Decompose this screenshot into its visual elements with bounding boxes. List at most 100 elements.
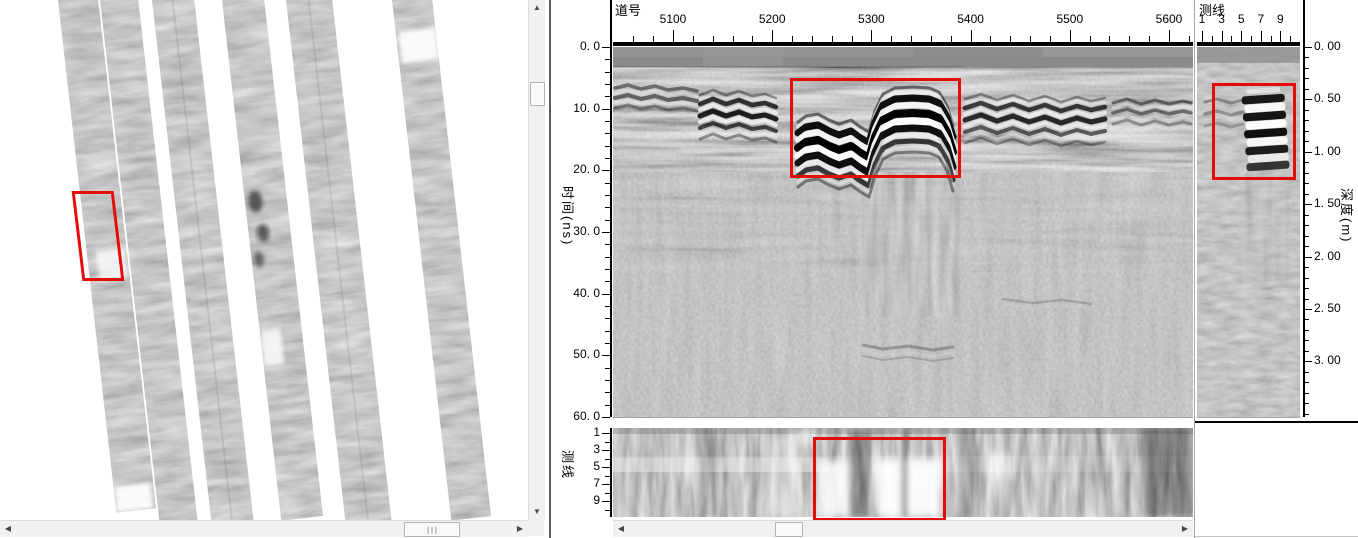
- depth-axis-tick-label: 1. 00: [1314, 143, 1341, 158]
- depth-axis-minor-tick: [1305, 67, 1309, 69]
- scroll-right-button[interactable]: ▶: [512, 521, 528, 537]
- depth-axis-minor-tick: [1305, 350, 1309, 352]
- map-hscroll-thumb[interactable]: [404, 522, 460, 537]
- depth-axis-bracket: [1303, 0, 1305, 417]
- depth-axis-minor-tick: [1305, 277, 1309, 279]
- line-axis-major-tick: [1221, 31, 1223, 42]
- depth-axis-minor-tick: [1305, 288, 1309, 290]
- map-vscroll-thumb[interactable]: [530, 82, 545, 106]
- plan-line-axis-major-tick: [602, 450, 610, 452]
- crossline-canvas[interactable]: [1197, 47, 1300, 417]
- trace-axis-tick-label: 5100: [659, 12, 687, 26]
- time-axis-tick-label: 0. 0: [579, 39, 600, 53]
- plan-scroll-right-button[interactable]: ▶: [1177, 521, 1193, 537]
- trace-axis-major-tick: [1169, 30, 1170, 42]
- trace-axis-major-tick: [673, 30, 674, 42]
- map-horizontal-scrollbar[interactable]: ◀ ▶: [0, 520, 528, 537]
- scroll-up-button[interactable]: ▲: [529, 0, 545, 16]
- time-axis-major-tick: [602, 417, 610, 418]
- scroll-right-icon: ▶: [516, 524, 524, 533]
- depth-axis-major-tick: [1305, 151, 1312, 153]
- plan-slice-anomaly-highlight-box: [813, 437, 946, 521]
- time-axis-major-tick: [602, 170, 610, 172]
- depth-axis-minor-tick: [1305, 57, 1309, 59]
- plan-hscroll-thumb[interactable]: [775, 522, 803, 537]
- line-axis-tick-label: 5: [1237, 12, 1245, 26]
- plan-line-axis-major-tick: [602, 484, 610, 486]
- depth-axis-minor-tick: [1305, 214, 1309, 216]
- depth-axis-minor-tick: [1305, 162, 1309, 164]
- depth-axis-minor-tick: [1305, 413, 1309, 415]
- map-swaths-image: [56, 0, 492, 520]
- depth-axis-minor-tick: [1305, 172, 1309, 174]
- line-axis-major-tick: [1280, 31, 1282, 42]
- trace-axis-major-tick: [1069, 30, 1071, 42]
- depth-axis-minor-tick: [1305, 340, 1309, 342]
- time-axis-tick-label: 10. 0: [573, 100, 600, 115]
- plan-line-axis-bracket: [610, 428, 612, 517]
- map-vertical-scrollbar[interactable]: ▲ ▼: [528, 0, 545, 520]
- plan-slice-scrollbar[interactable]: ◀ ▶: [613, 520, 1193, 537]
- line-axis-tick-label: 7: [1257, 12, 1265, 26]
- radargram-anomaly-highlight-box: [790, 78, 961, 178]
- trace-axis-tick-label: 5400: [957, 12, 984, 26]
- trace-axis-tick-label: 5500: [1056, 12, 1084, 26]
- plan-line-axis-major-tick: [602, 433, 610, 434]
- time-axis-major-tick: [602, 293, 610, 295]
- time-axis-title: 时间(ns): [560, 186, 575, 247]
- depth-axis-title: 深度(m): [1339, 188, 1354, 244]
- trace-axis-baseline: [613, 42, 1193, 46]
- crossline-image: [1197, 47, 1300, 417]
- right-bottom-line: [1195, 536, 1358, 537]
- plan-scroll-left-icon: ◀: [617, 524, 625, 533]
- depth-axis-minor-tick: [1305, 392, 1309, 394]
- plan-slice-image: [613, 428, 1193, 517]
- depth-axis-minor-tick: [1305, 193, 1309, 195]
- time-axis-tick-label: 20. 0: [573, 162, 600, 177]
- time-axis-major-tick: [602, 355, 610, 357]
- depth-axis-tick-label: 0. 50: [1314, 91, 1341, 106]
- depth-axis-minor-tick: [1305, 298, 1309, 300]
- right-footer-line: [1195, 421, 1358, 423]
- depth-axis-major-tick: [1305, 256, 1312, 258]
- depth-axis-minor-tick: [1305, 120, 1309, 122]
- section-divider: [1194, 0, 1195, 538]
- depth-axis-minor-tick: [1305, 371, 1309, 373]
- depth-axis-tick-label: 0. 00: [1314, 39, 1341, 53]
- plan-scroll-left-button[interactable]: ◀: [613, 521, 629, 537]
- radargram-image: [613, 47, 1193, 417]
- time-axis-bracket: [610, 0, 612, 417]
- bottom-line-axis-title: 测线: [560, 450, 575, 481]
- trace-axis-major-tick: [970, 30, 972, 42]
- plan-slice-canvas[interactable]: [613, 428, 1193, 517]
- trace-axis-major-tick: [871, 30, 873, 42]
- time-axis-tick-label: 50. 0: [573, 347, 600, 362]
- trace-axis-major-tick: [772, 30, 774, 42]
- depth-axis-major-tick: [1305, 204, 1312, 206]
- crossline-bottom-border: [1197, 417, 1300, 418]
- trace-axis-tick-label: 5300: [858, 12, 885, 26]
- depth-axis-major-tick: [1305, 361, 1312, 363]
- scroll-left-button[interactable]: ◀: [0, 521, 16, 537]
- top-line-axis-title: 测线: [1199, 3, 1226, 18]
- radargram-canvas[interactable]: [613, 47, 1193, 417]
- depth-axis-minor-tick: [1305, 246, 1309, 248]
- depth-axis-minor-tick: [1305, 109, 1309, 111]
- map-canvas[interactable]: [0, 0, 528, 520]
- radargram-bottom-border: [613, 417, 1193, 418]
- depth-axis-minor-tick: [1305, 382, 1309, 384]
- line-axis-tick-label: 9: [1277, 12, 1284, 26]
- time-axis-major-tick: [602, 47, 610, 48]
- trace-axis-tick-label: 5200: [758, 12, 786, 26]
- trace-axis-tick-label: 5600: [1155, 12, 1183, 26]
- scroll-down-button[interactable]: ▼: [529, 504, 545, 520]
- depth-axis-tick-label: 2. 00: [1314, 248, 1341, 263]
- scroll-up-icon: ▲: [533, 3, 541, 12]
- panel-divider[interactable]: [549, 0, 551, 538]
- depth-axis-minor-tick: [1305, 319, 1309, 321]
- plan-line-axis-major-tick: [602, 501, 610, 503]
- thumb-grip-icon: [427, 527, 437, 534]
- depth-axis-major-tick: [1305, 99, 1312, 101]
- depth-axis-minor-tick: [1305, 225, 1309, 227]
